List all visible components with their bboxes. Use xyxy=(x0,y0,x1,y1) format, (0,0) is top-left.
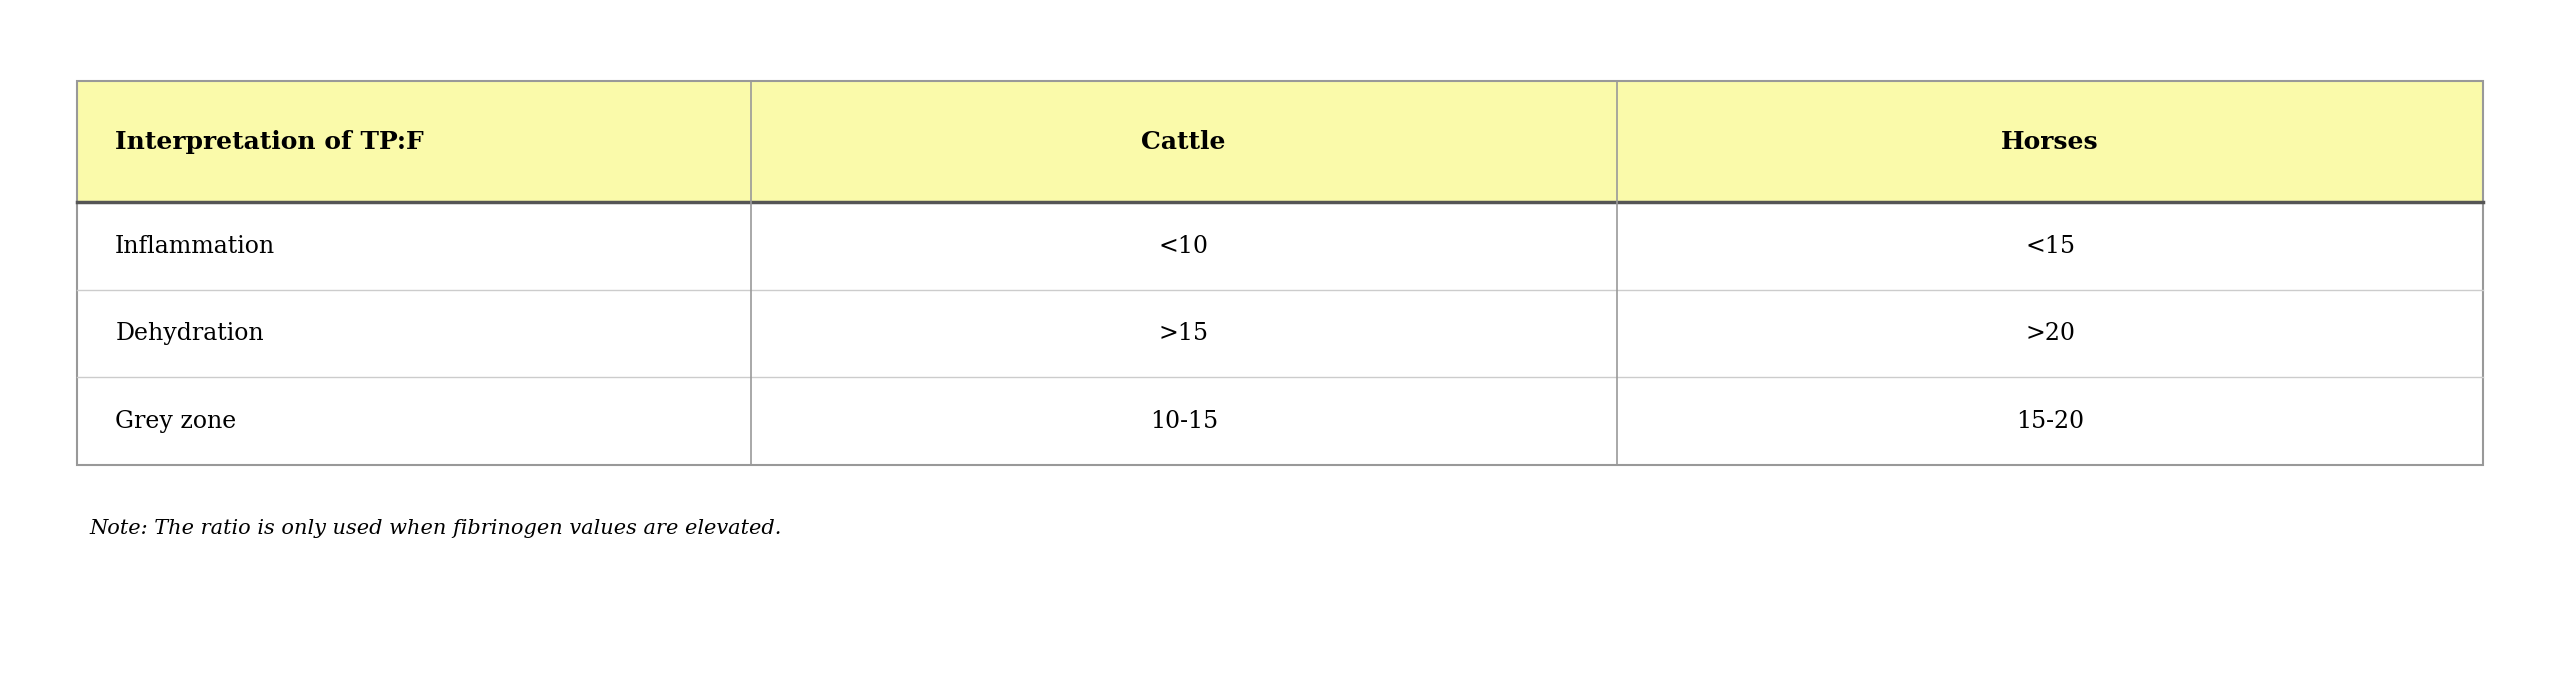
Text: Note: The ratio is only used when fibrinogen values are elevated.: Note: The ratio is only used when fibrin… xyxy=(90,519,781,538)
Text: Horses: Horses xyxy=(2002,129,2099,154)
Text: <10: <10 xyxy=(1160,235,1208,257)
Text: >20: >20 xyxy=(2025,322,2076,345)
Text: 15-20: 15-20 xyxy=(2015,410,2084,433)
Text: Inflammation: Inflammation xyxy=(115,235,276,257)
Text: >15: >15 xyxy=(1160,322,1208,345)
Text: Cattle: Cattle xyxy=(1142,129,1226,154)
Text: Dehydration: Dehydration xyxy=(115,322,264,345)
Text: Grey zone: Grey zone xyxy=(115,410,236,433)
Text: Interpretation of TP:F: Interpretation of TP:F xyxy=(115,129,425,154)
Text: <15: <15 xyxy=(2025,235,2076,257)
Text: 10-15: 10-15 xyxy=(1149,410,1219,433)
FancyBboxPatch shape xyxy=(77,81,2483,202)
